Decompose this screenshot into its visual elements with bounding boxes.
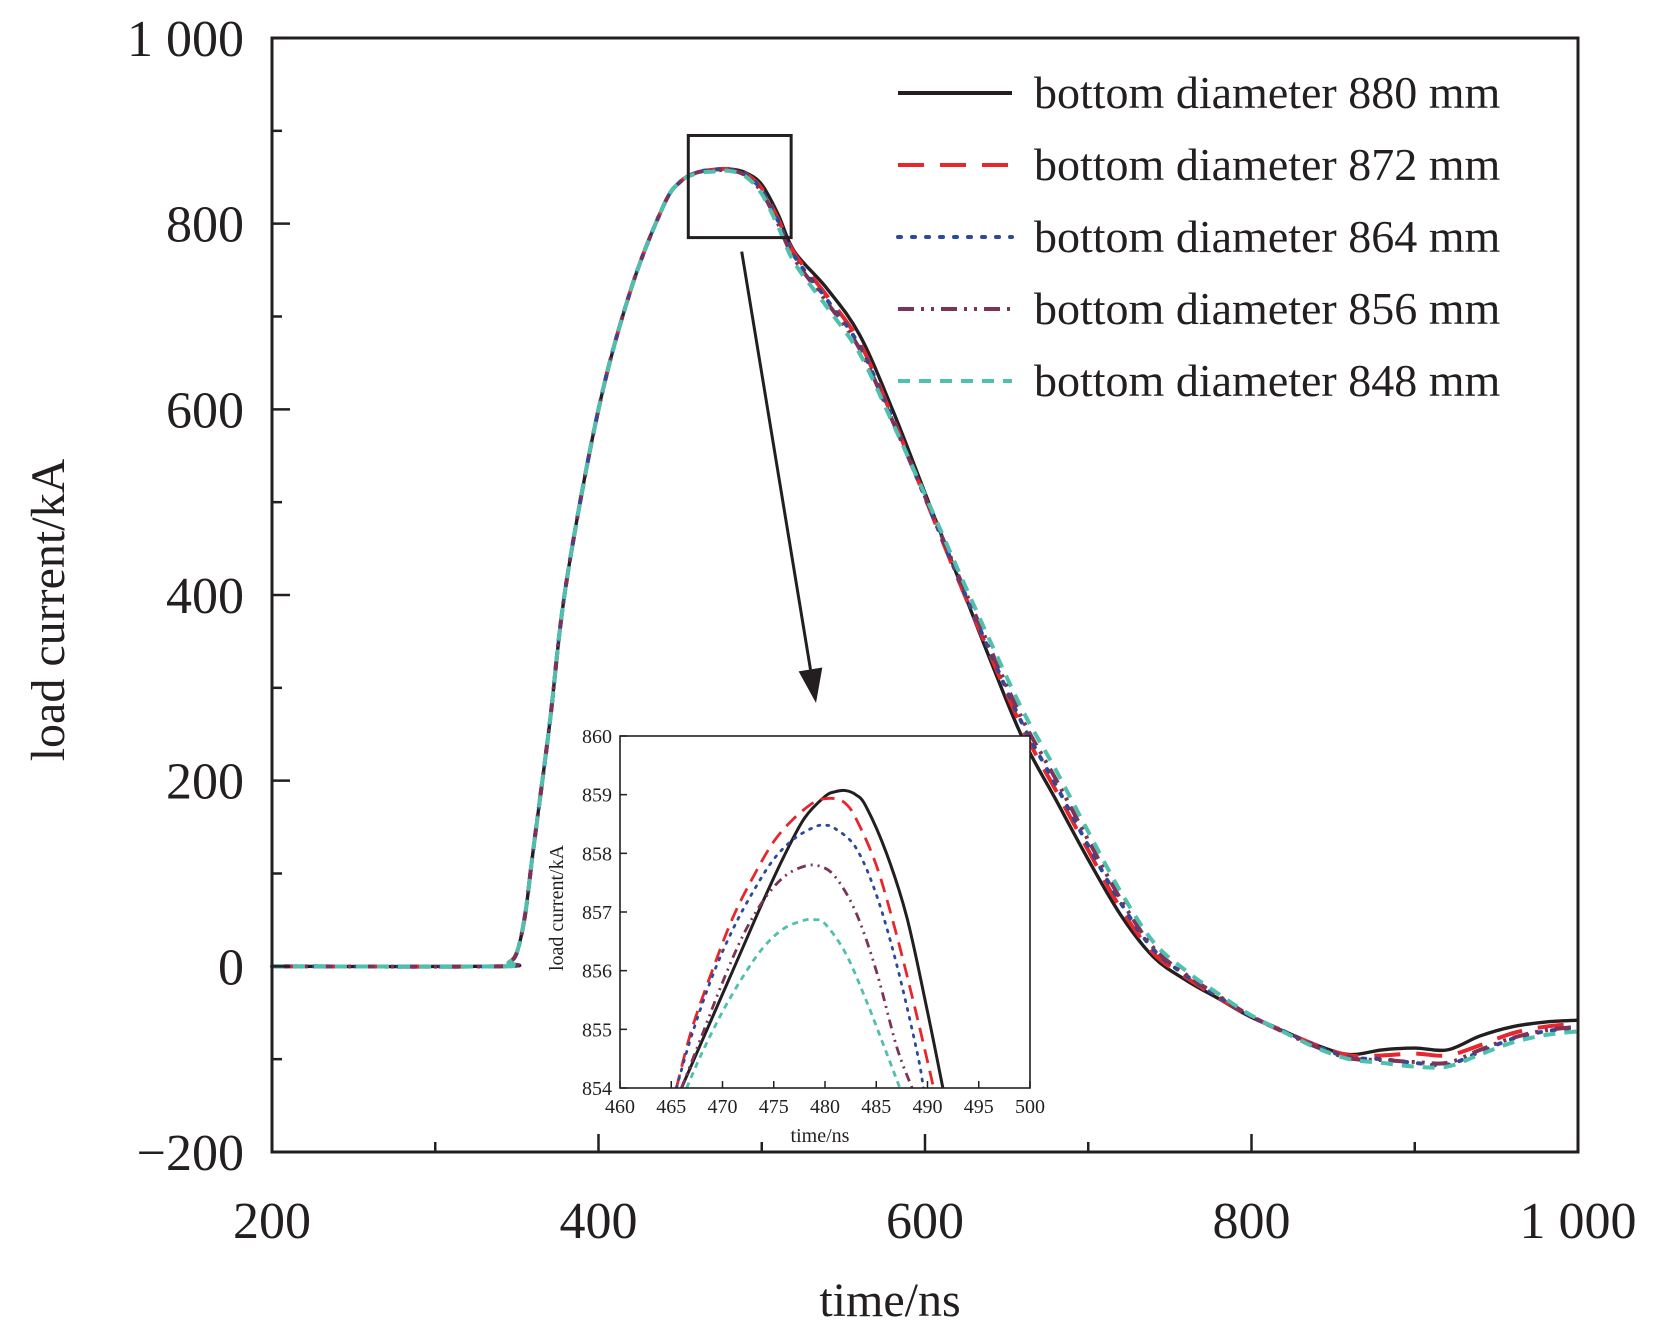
main-series-line-5: [271, 168, 1579, 1070]
inset-series-line-1: [680, 788, 945, 1088]
inset-x-tick-label: 490: [913, 1096, 943, 1118]
inset-x-tick-label: 480: [810, 1096, 840, 1118]
legend-label: bottom diameter 848 mm: [1034, 355, 1501, 406]
inset-x-tick-label: 470: [708, 1096, 738, 1118]
legend-label: bottom diameter 872 mm: [1034, 139, 1501, 190]
inset-y-axis-title: load current/kA: [546, 844, 568, 971]
main-y-tick-label: 400: [166, 568, 244, 625]
zoom-rect: [686, 133, 793, 240]
inset-y-tick-label: 858: [582, 843, 612, 865]
main-series-line-4: [271, 167, 1579, 1066]
main-y-tick-label: −200: [137, 1125, 244, 1182]
zoom-arrow-head: [798, 667, 823, 703]
zoom-indicator-box: [686, 133, 793, 240]
inset-series-line-3: [674, 823, 925, 1088]
inset-y-tick-label: 854: [582, 1078, 612, 1100]
main-y-tick-label: 1 000: [127, 11, 244, 68]
main-x-tick-label: 200: [233, 1193, 311, 1250]
zoom-arrow-shaft: [740, 251, 812, 670]
main-y-tick-label: 800: [166, 197, 244, 254]
main-x-tick-label: 800: [1213, 1193, 1291, 1250]
main-x-tick-label: 1 000: [1520, 1193, 1637, 1250]
legend: bottom diameter 880 mm bottom diameter 87…: [896, 67, 1501, 406]
legend-item: bottom diameter 848 mm: [898, 355, 1501, 406]
legend-item: bottom diameter 872 mm: [898, 139, 1501, 190]
main-y-tick-label: 600: [166, 382, 244, 439]
main-x-tick-label: 400: [560, 1193, 638, 1250]
inset-y-tick-label: 856: [582, 961, 612, 983]
inset-series-group: [674, 788, 945, 1088]
inset-x-tick-label: 495: [964, 1096, 994, 1118]
inset-chart: 460 465 470 475 480 485 490 495 500 854 855 856 857 8…: [546, 726, 1045, 1147]
inset-x-axis-title: time/ns: [791, 1125, 850, 1147]
legend-label: bottom diameter 864 mm: [1034, 211, 1501, 262]
inset-x-tick-label: 465: [656, 1096, 686, 1118]
inset-x-tick-label: 500: [1015, 1096, 1045, 1118]
legend-label: bottom diameter 856 mm: [1034, 283, 1501, 334]
legend-item: bottom diameter 856 mm: [898, 283, 1501, 334]
zoom-arrow: [740, 251, 823, 703]
main-series-group: [270, 166, 1580, 1070]
main-y-tick-label: 0: [218, 939, 244, 996]
main-x-axis-title: time/ns: [819, 1274, 960, 1327]
main-x-tick-label: 600: [886, 1193, 964, 1250]
inset-y-tick-label: 857: [582, 902, 612, 924]
inset-series-line-4: [680, 863, 914, 1088]
inset-x-tick-label: 485: [861, 1096, 891, 1118]
legend-item: bottom diameter 864 mm: [896, 211, 1501, 262]
main-y-axis-title: load current/kA: [22, 458, 75, 761]
inset-series-line-2: [675, 796, 936, 1088]
inset-x-tick-label: 460: [605, 1096, 635, 1118]
legend-item: bottom diameter 880 mm: [898, 67, 1501, 118]
inset-y-tick-label: 860: [582, 726, 612, 748]
inset-series-line-5: [685, 917, 902, 1088]
main-y-tick-label: 200: [166, 754, 244, 811]
legend-label: bottom diameter 880 mm: [1034, 67, 1501, 118]
inset-x-tick-label: 475: [759, 1096, 789, 1118]
inset-y-tick-label: 859: [582, 785, 612, 807]
inset-y-tick-label: 855: [582, 1019, 612, 1041]
